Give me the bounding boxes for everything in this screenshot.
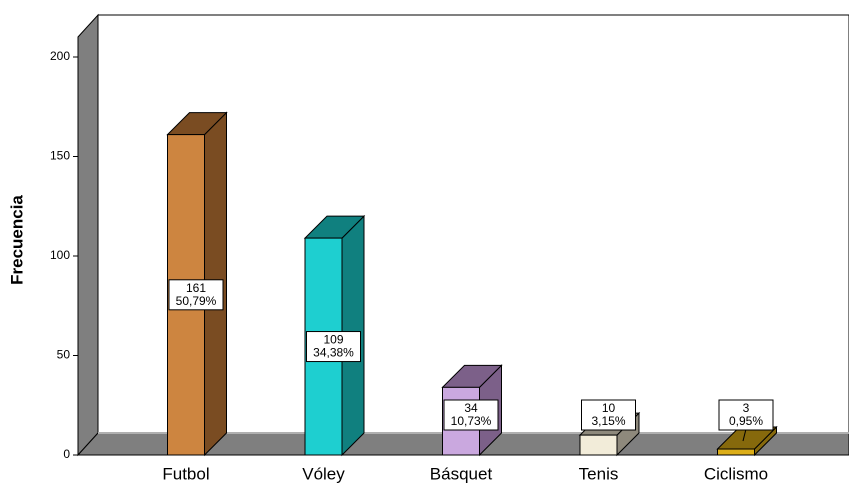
value-label-box [581,399,636,431]
percent-label: 0,95% [729,414,763,428]
y-axis-label: Frecuencia [7,195,26,285]
y-tick-label: 50 [57,348,71,362]
percent-label: 50,79% [176,294,217,308]
left-wall [77,13,99,457]
value-label: 109 [323,333,343,347]
y-tick-label: 200 [50,49,70,63]
percent-label: 34,38% [313,346,354,360]
x-tick-label: Tenis [579,464,619,483]
y-tick-label: 100 [50,248,70,262]
value-label: 161 [186,281,206,295]
x-tick-label: Ciclismo [704,464,768,483]
bar [579,434,618,456]
percent-label: 10,73% [451,414,492,428]
value-label-box [168,279,224,311]
y-tick-label: 0 [63,447,70,461]
percent-label: 3,15% [591,414,625,428]
y-tick-label: 150 [50,149,70,163]
x-tick-label: Futbol [162,464,209,483]
leader-line [742,428,747,442]
value-label-box [306,331,361,363]
value-label-box [718,399,774,431]
value-label-box [443,399,499,431]
value-label: 10 [602,401,616,415]
bar [717,448,755,456]
x-tick-label: Básquet [430,464,493,483]
x-tick-label: Vóley [302,464,345,483]
value-label: 3 [743,401,750,415]
value-label: 34 [464,401,478,415]
